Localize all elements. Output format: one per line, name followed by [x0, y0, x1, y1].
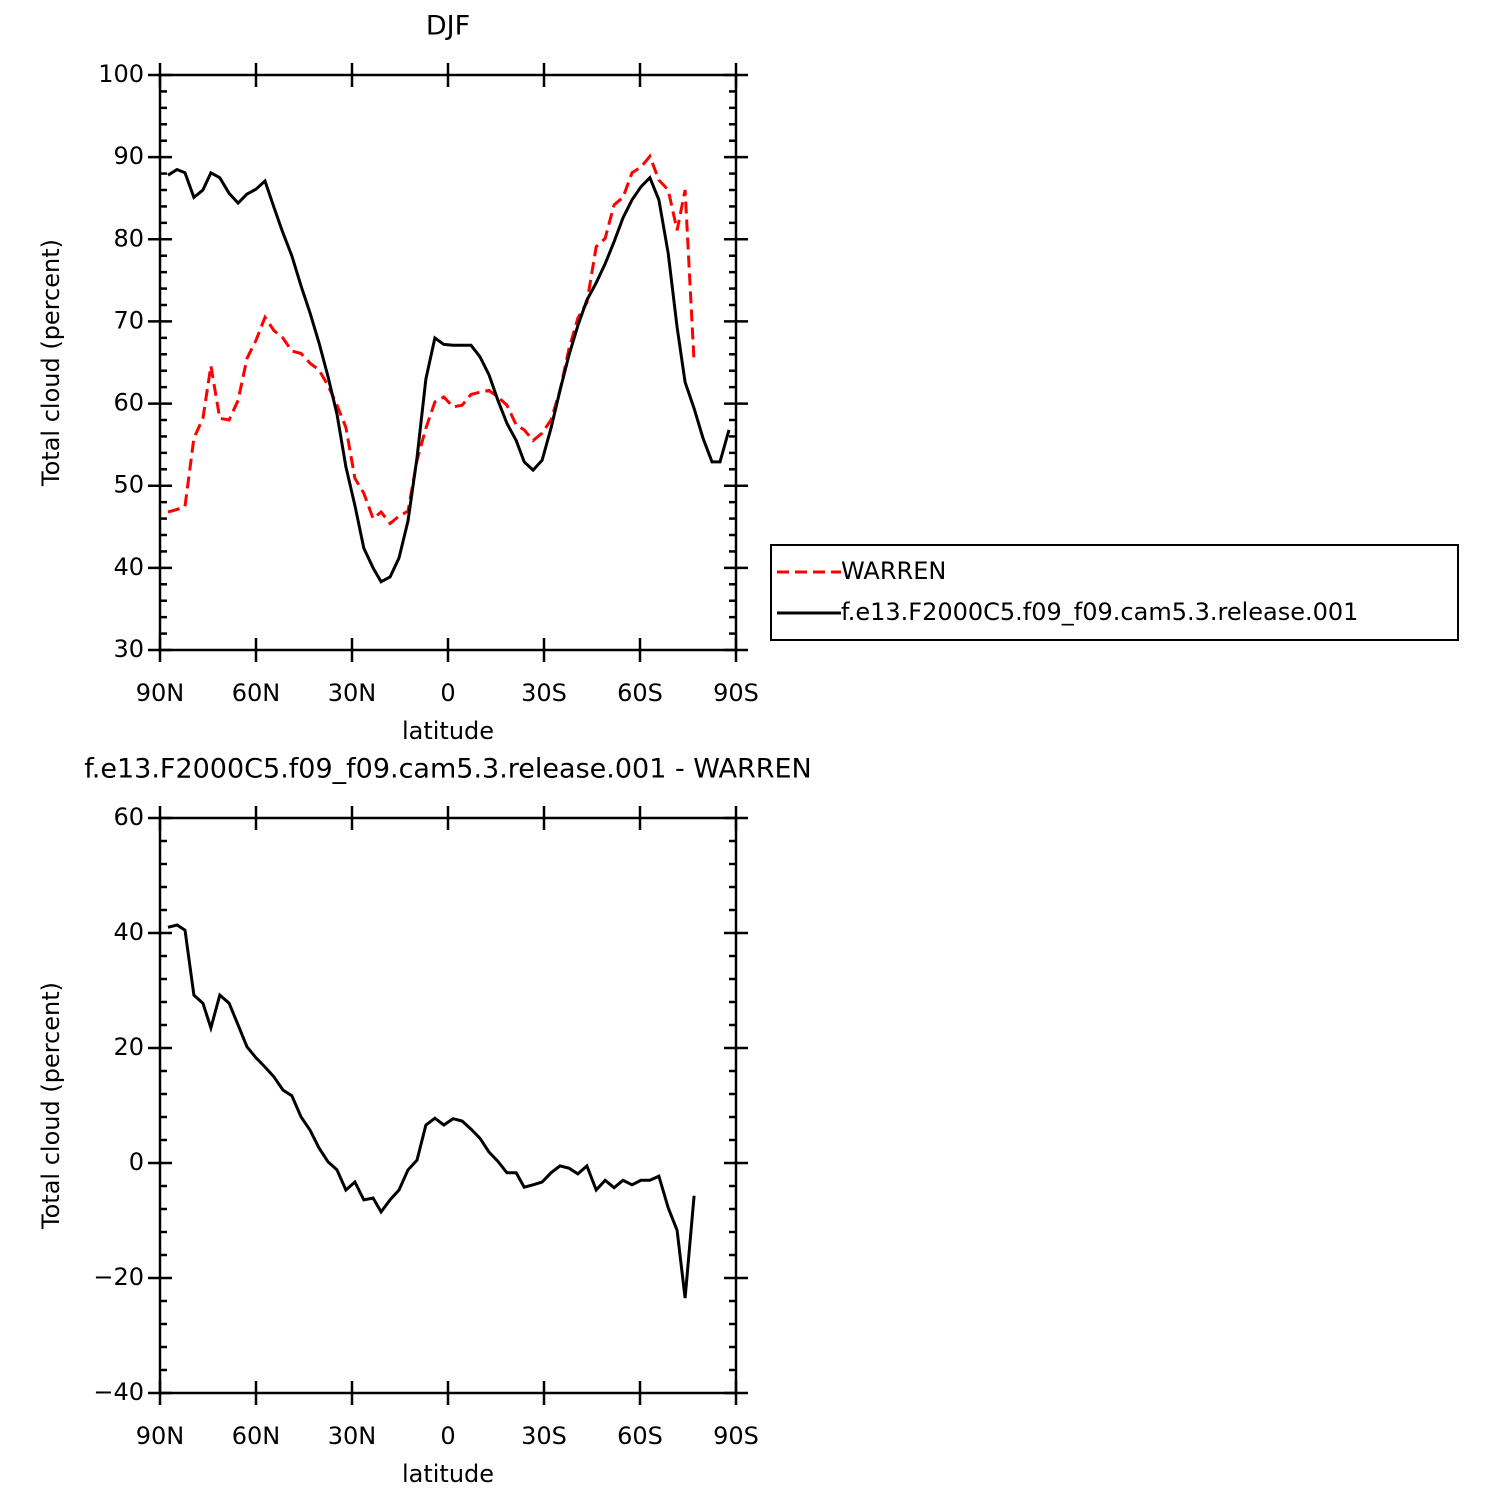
y-tick-label: 70 — [113, 306, 144, 334]
y-tick-label: 90 — [113, 142, 144, 170]
x-tick-label: 60N — [232, 1422, 281, 1450]
data-line — [167, 167, 731, 584]
x-tick-label: 30S — [521, 1422, 567, 1450]
legend-label: f.e13.F2000C5.f09_f09.cam5.3.release.001 — [841, 598, 1358, 626]
x-tick-label: 90S — [713, 1422, 759, 1450]
y-tick-label: 20 — [113, 1033, 144, 1061]
y-tick-label: 0 — [129, 1148, 144, 1176]
y-axis-label: Total cloud (percent) — [37, 239, 65, 487]
y-tick-label: 30 — [113, 635, 144, 663]
x-axis-label: latitude — [402, 1460, 494, 1488]
y-tick-label: −20 — [93, 1263, 144, 1291]
x-tick-label: 90N — [136, 1422, 185, 1450]
x-tick-label: 90S — [713, 679, 759, 707]
plot-frame — [158, 73, 738, 652]
x-tick-label: 90N — [136, 679, 185, 707]
y-tick-label: 50 — [113, 471, 144, 499]
y-tick-label: −40 — [93, 1378, 144, 1406]
data-line — [167, 923, 696, 1299]
y-tick-label: 60 — [113, 803, 144, 831]
x-tick-label: 30N — [328, 679, 377, 707]
data-line — [167, 153, 696, 526]
x-tick-label: 60S — [617, 1422, 663, 1450]
y-tick-label: 40 — [113, 918, 144, 946]
y-tick-label: 40 — [113, 553, 144, 581]
chart-title: f.e13.F2000C5.f09_f09.cam5.3.release.001… — [84, 754, 812, 785]
chart-title: DJF — [426, 11, 470, 42]
x-tick-label: 0 — [440, 679, 455, 707]
x-tick-label: 30S — [521, 679, 567, 707]
y-tick-label: 80 — [113, 224, 144, 252]
x-axis-label: latitude — [402, 717, 494, 745]
plot-frame — [158, 816, 738, 1395]
y-tick-label: 100 — [98, 60, 144, 88]
x-tick-label: 60N — [232, 679, 281, 707]
x-tick-label: 0 — [440, 1422, 455, 1450]
y-axis-label: Total cloud (percent) — [37, 982, 65, 1230]
y-tick-label: 60 — [113, 389, 144, 417]
legend-box — [770, 544, 1459, 641]
x-tick-label: 60S — [617, 679, 663, 707]
legend-label: WARREN — [841, 557, 946, 585]
x-tick-label: 30N — [328, 1422, 377, 1450]
